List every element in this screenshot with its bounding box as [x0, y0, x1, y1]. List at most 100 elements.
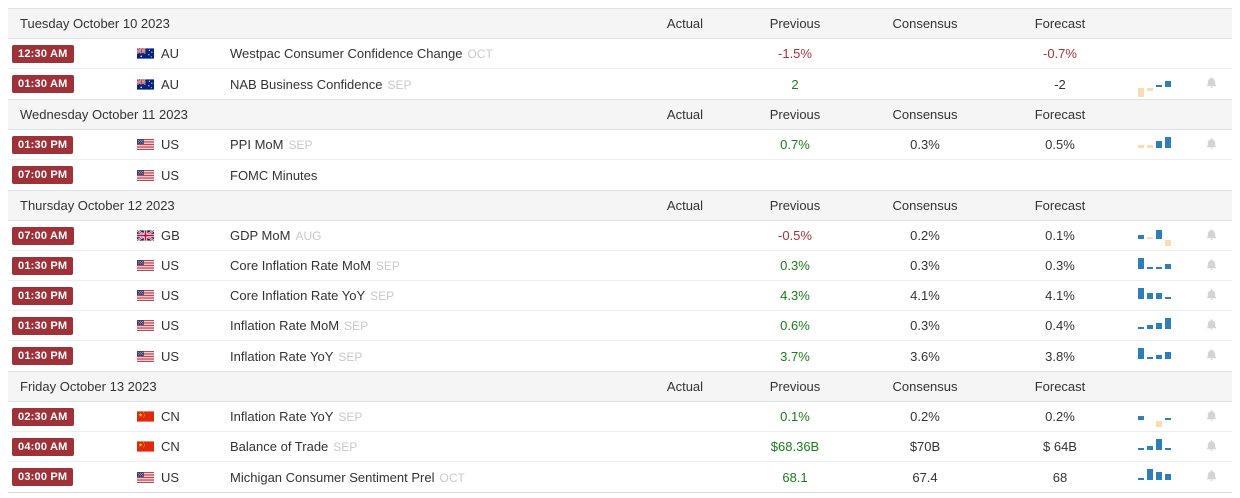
- time-badge: 07:00 AM: [12, 226, 74, 245]
- date-label: Friday October 13 2023: [20, 379, 157, 394]
- bell-icon[interactable]: [1205, 76, 1218, 89]
- consensus-value: 0.3%: [910, 318, 940, 333]
- event-name: FOMC Minutes: [230, 167, 318, 183]
- bell-icon[interactable]: [1205, 288, 1218, 301]
- sparkline-chart[interactable]: [1138, 133, 1172, 157]
- country-cell: CN: [126, 409, 230, 424]
- spark-bar: [1156, 355, 1162, 359]
- sparkline-chart[interactable]: [1138, 314, 1172, 338]
- section-rows: 12:30 AM AU Westpac Consumer Confidence …: [8, 39, 1232, 99]
- spark-bar: [1156, 229, 1162, 239]
- country-code: CN: [161, 439, 180, 454]
- bell-icon[interactable]: [1205, 348, 1218, 361]
- column-header-actual: Actual: [666, 379, 704, 394]
- country-flag-icon: [137, 290, 154, 301]
- country-flag-icon: [137, 320, 154, 331]
- spark-bar: [1156, 292, 1162, 299]
- event-name: Inflation Rate YoY: [230, 409, 334, 424]
- forecast-value: 4.1%: [1045, 288, 1075, 303]
- calendar-day-section: Tuesday October 10 2023 Actual Previous …: [8, 8, 1232, 99]
- sparkline-cell: [1120, 465, 1190, 489]
- event-name: Core Inflation Rate YoY: [230, 288, 366, 303]
- column-header-previous: Previous: [769, 16, 821, 31]
- spark-bar: [1156, 472, 1162, 480]
- event-link[interactable]: Inflation Rate MoM SEP: [230, 318, 630, 333]
- event-link[interactable]: Inflation Rate YoY SEP: [230, 409, 630, 424]
- previous-value: 0.6%: [780, 318, 810, 333]
- bell-icon[interactable]: [1205, 409, 1218, 422]
- bell-cell: [1190, 348, 1232, 364]
- time-badge: 02:30 AM: [12, 407, 74, 426]
- consensus-value: 67.4: [912, 469, 938, 485]
- event-link[interactable]: PPI MoM SEP: [230, 137, 630, 152]
- bell-icon[interactable]: [1205, 137, 1218, 150]
- column-header-previous: Previous: [769, 379, 821, 394]
- event-link[interactable]: Inflation Rate YoY SEP: [230, 349, 630, 364]
- column-header-actual: Actual: [666, 107, 704, 122]
- event-link[interactable]: Westpac Consumer Confidence Change OCT: [230, 46, 630, 61]
- previous-value: -0.5%: [778, 228, 812, 243]
- bell-icon[interactable]: [1205, 228, 1218, 241]
- bell-icon[interactable]: [1205, 258, 1218, 271]
- consensus-value: 4.1%: [910, 288, 940, 303]
- event-link[interactable]: Core Inflation Rate MoM SEP: [230, 258, 630, 273]
- time-badge: 12:30 AM: [12, 44, 74, 63]
- country-flag-icon: [137, 78, 154, 90]
- column-header-forecast: Forecast: [1034, 107, 1086, 122]
- bell-icon[interactable]: [1205, 318, 1218, 331]
- sparkline-cell: [1120, 72, 1190, 97]
- country-code: US: [161, 288, 180, 303]
- previous-value: 0.7%: [780, 137, 810, 152]
- event-period: SEP: [344, 319, 369, 333]
- column-header-consensus: Consensus: [892, 379, 958, 394]
- previous-value: 0.1%: [780, 409, 810, 424]
- event-name: PPI MoM: [230, 137, 284, 152]
- sparkline-chart[interactable]: [1138, 284, 1172, 308]
- country-cell: CN: [126, 439, 230, 454]
- section-rows: 01:30 PM US PPI MoM SEP 0.7% 0.3% 0.5% 07…: [8, 130, 1232, 190]
- date-header-row: Tuesday October 10 2023 Actual Previous …: [8, 8, 1232, 39]
- country-code: GB: [161, 228, 180, 243]
- time-cell: 07:00 AM: [8, 226, 126, 245]
- event-link[interactable]: Balance of Trade SEP: [230, 439, 630, 454]
- spark-bar: [1165, 417, 1171, 420]
- bell-icon[interactable]: [1205, 469, 1218, 482]
- event-link[interactable]: NAB Business Confidence SEP: [230, 77, 630, 92]
- column-header-forecast: Forecast: [1034, 379, 1086, 394]
- event-period: SEP: [375, 259, 400, 273]
- forecast-value: -0.7%: [1043, 46, 1077, 61]
- economic-calendar-table: Tuesday October 10 2023 Actual Previous …: [8, 8, 1232, 493]
- spark-bar: [1138, 88, 1144, 97]
- bell-cell: [1190, 439, 1232, 455]
- sparkline-chart[interactable]: [1138, 405, 1172, 429]
- sparkline-chart[interactable]: [1138, 344, 1172, 368]
- date-label: Tuesday October 10 2023: [20, 16, 170, 31]
- spark-bar: [1138, 287, 1144, 299]
- spark-bar: [1165, 474, 1171, 480]
- consensus-value: $70B: [909, 439, 941, 454]
- event-link[interactable]: FOMC Minutes: [230, 168, 630, 183]
- spark-bar: [1156, 322, 1162, 329]
- column-header-consensus: Consensus: [892, 107, 958, 122]
- sparkline-chart[interactable]: [1138, 254, 1172, 278]
- spark-bar: [1147, 445, 1153, 450]
- bell-icon[interactable]: [1205, 439, 1218, 452]
- previous-value: 68.1: [782, 469, 808, 485]
- event-row: 12:30 AM AU Westpac Consumer Confidence …: [8, 39, 1232, 69]
- sparkline-cell: [1120, 224, 1190, 248]
- spark-bar: [1165, 136, 1171, 148]
- sparkline-chart[interactable]: [1138, 435, 1172, 459]
- consensus-value: 0.3%: [910, 258, 940, 273]
- column-header-consensus: Consensus: [892, 16, 958, 31]
- country-cell: US: [126, 470, 230, 485]
- spark-bar: [1138, 234, 1144, 239]
- sparkline-chart[interactable]: [1138, 465, 1172, 489]
- country-cell: AU: [126, 77, 230, 92]
- sparkline-chart[interactable]: [1138, 224, 1172, 248]
- sparkline-chart[interactable]: [1138, 72, 1172, 97]
- event-link[interactable]: Michigan Consumer Sentiment Prel OCT: [230, 470, 630, 485]
- event-link[interactable]: Core Inflation Rate YoY SEP: [230, 288, 630, 303]
- sparkline-cell: [1120, 314, 1190, 338]
- spark-bar: [1165, 447, 1171, 450]
- event-link[interactable]: GDP MoM AUG: [230, 228, 630, 243]
